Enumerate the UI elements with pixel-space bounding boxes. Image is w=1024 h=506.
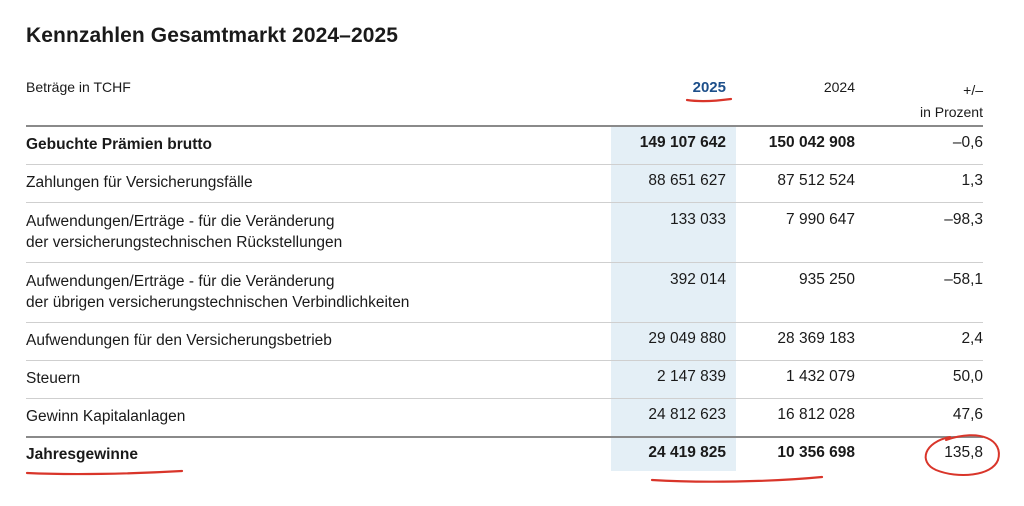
value-change-percent: 135,8 bbox=[944, 444, 983, 461]
value-2025: 88 651 627 bbox=[648, 172, 726, 189]
highlight-column-2025 bbox=[611, 126, 736, 471]
value-2024: 935 250 bbox=[798, 271, 855, 288]
column-header-change-line1: +/– bbox=[963, 82, 983, 98]
value-change-percent: –0,6 bbox=[952, 134, 983, 151]
row-label: Gebuchte Prämien brutto bbox=[26, 134, 212, 155]
value-change-percent: 2,4 bbox=[961, 330, 983, 347]
underline-2025-header bbox=[685, 97, 733, 103]
row-label: Steuern bbox=[26, 368, 80, 389]
column-header-change: +/– in Prozent bbox=[920, 79, 983, 123]
value-change-percent: 47,6 bbox=[952, 406, 983, 423]
row-divider bbox=[26, 164, 983, 165]
row-label: Gewinn Kapitalanlagen bbox=[26, 406, 185, 427]
row-divider bbox=[26, 202, 983, 203]
value-change-percent: –98,3 bbox=[944, 211, 983, 228]
row-label-line: der versicherungstechnischen Rückstellun… bbox=[26, 234, 343, 251]
row-label: Aufwendungen/Erträge - für die Veränderu… bbox=[26, 211, 342, 253]
row-divider bbox=[26, 436, 983, 438]
column-header-change-line2: in Prozent bbox=[919, 104, 983, 120]
row-label-line: Gebuchte Prämien brutto bbox=[26, 136, 213, 153]
column-header-2025: 2025 bbox=[692, 79, 726, 96]
value-2025: 2 147 839 bbox=[657, 368, 726, 385]
page-title: Kennzahlen Gesamtmarkt 2024–2025 bbox=[26, 24, 399, 47]
row-label: Jahresgewinne bbox=[26, 444, 138, 465]
header-divider bbox=[26, 125, 983, 127]
value-2024: 87 512 524 bbox=[777, 172, 855, 189]
value-2025: 133 033 bbox=[669, 211, 726, 228]
underline-values bbox=[650, 475, 824, 483]
row-label: Zahlungen für Versicherungsfälle bbox=[26, 172, 253, 193]
value-2024: 10 356 698 bbox=[777, 444, 855, 461]
value-2024: 28 369 183 bbox=[777, 330, 855, 347]
value-2025: 29 049 880 bbox=[648, 330, 726, 347]
row-divider bbox=[26, 322, 983, 323]
row-divider bbox=[26, 360, 983, 361]
row-label-line: Aufwendungen/Erträge - für die Veränderu… bbox=[26, 273, 335, 290]
value-2024: 1 432 079 bbox=[786, 368, 855, 385]
value-2025: 24 419 825 bbox=[648, 444, 726, 461]
row-label: Aufwendungen für den Versicherungsbetrie… bbox=[26, 330, 332, 351]
row-label-line: Jahresgewinne bbox=[26, 446, 138, 463]
row-label-line: Steuern bbox=[26, 370, 81, 387]
amounts-unit-label: Beträge in TCHF bbox=[26, 79, 131, 95]
value-change-percent: 1,3 bbox=[961, 172, 983, 189]
value-change-percent: 50,0 bbox=[952, 368, 983, 385]
value-2025: 149 107 642 bbox=[639, 134, 726, 151]
row-label-line: Gewinn Kapitalanlagen bbox=[26, 408, 186, 425]
value-2024: 150 042 908 bbox=[768, 134, 855, 151]
row-label-line: Aufwendungen für den Versicherungsbetrie… bbox=[26, 332, 332, 349]
value-2024: 7 990 647 bbox=[786, 211, 855, 228]
row-label-line: Zahlungen für Versicherungsfälle bbox=[26, 174, 253, 191]
value-2025: 24 812 623 bbox=[648, 406, 726, 423]
value-2025: 392 014 bbox=[669, 271, 726, 288]
value-change-percent: –58,1 bbox=[944, 271, 983, 288]
underline-jahresgewinne bbox=[25, 469, 184, 476]
value-2024: 16 812 028 bbox=[777, 406, 855, 423]
column-header-2024: 2024 bbox=[823, 79, 855, 95]
row-label-line: der übrigen versicherungstechnischen Ver… bbox=[26, 294, 410, 311]
row-divider bbox=[26, 398, 983, 399]
row-label-line: Aufwendungen/Erträge - für die Veränderu… bbox=[26, 213, 335, 230]
row-divider bbox=[26, 262, 983, 263]
row-label: Aufwendungen/Erträge - für die Veränderu… bbox=[26, 271, 409, 313]
